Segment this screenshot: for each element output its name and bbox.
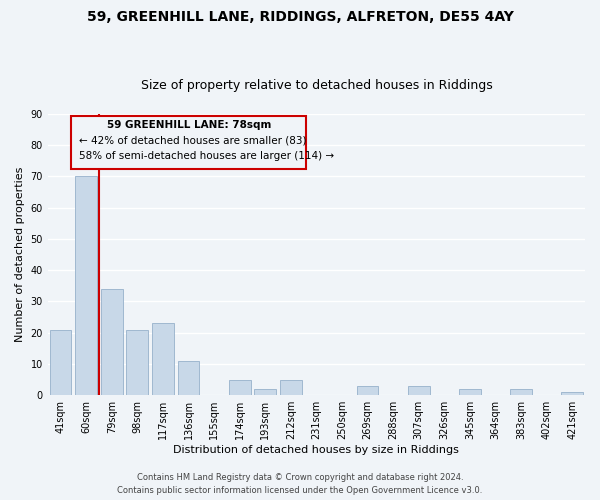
Bar [50, 330, 71, 395]
Title: Size of property relative to detached houses in Riddings: Size of property relative to detached ho… [140, 79, 492, 92]
Bar [408, 386, 430, 395]
X-axis label: Distribution of detached houses by size in Riddings: Distribution of detached houses by size … [173, 445, 460, 455]
Bar [229, 380, 251, 395]
Bar [101, 289, 122, 395]
Bar [356, 386, 379, 395]
Bar [280, 380, 302, 395]
Bar [510, 389, 532, 395]
Bar [127, 330, 148, 395]
Text: 58% of semi-detached houses are larger (114) →: 58% of semi-detached houses are larger (… [79, 151, 334, 161]
Bar [152, 324, 174, 395]
Text: 59, GREENHILL LANE, RIDDINGS, ALFRETON, DE55 4AY: 59, GREENHILL LANE, RIDDINGS, ALFRETON, … [86, 10, 514, 24]
Text: Contains HM Land Registry data © Crown copyright and database right 2024.
Contai: Contains HM Land Registry data © Crown c… [118, 474, 482, 495]
Bar [75, 176, 97, 395]
Text: 59 GREENHILL LANE: 78sqm: 59 GREENHILL LANE: 78sqm [107, 120, 271, 130]
Text: ← 42% of detached houses are smaller (83): ← 42% of detached houses are smaller (83… [79, 136, 307, 145]
Bar [254, 389, 276, 395]
FancyBboxPatch shape [71, 116, 306, 168]
Y-axis label: Number of detached properties: Number of detached properties [15, 167, 25, 342]
Bar [178, 361, 199, 395]
Bar [459, 389, 481, 395]
Bar [562, 392, 583, 395]
